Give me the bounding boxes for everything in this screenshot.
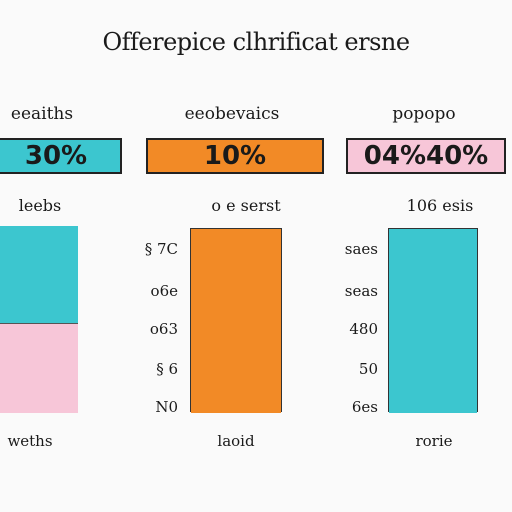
panel-2-tick-label: o63 [149, 320, 178, 338]
panel-3-bar-segment-1 [389, 229, 477, 413]
panel-1-bar [0, 226, 78, 413]
panel-3-bar [388, 228, 478, 413]
panel-2-sub-label: o e serst [211, 196, 281, 215]
panel-3-value-box: 04%40% [346, 138, 506, 174]
panel-1-bar-segment-2 [0, 322, 78, 413]
panel-2-tick-label: § 7C [144, 240, 178, 258]
panel-2-value: 10% [203, 141, 267, 171]
panel-2-footer: laoid [217, 432, 255, 450]
panel-2-bar-segment-1 [191, 229, 281, 413]
panel-3-tick-label: 50 [358, 360, 378, 378]
panel-2-bar [190, 228, 282, 413]
panel-1-value-box: 30% [0, 138, 122, 174]
panel-1-label: eeaiths [10, 104, 74, 124]
chart-title: Offerepice clhrificat ersne [102, 28, 410, 56]
panel-2-label: eeobevaics [184, 104, 280, 124]
panel-1-bar-segment-1 [0, 226, 78, 323]
panel-2-tick-label: o6e [150, 282, 178, 300]
panel-3-sub-label: 106 esis [406, 196, 474, 215]
panel-3-tick-label: 6es [351, 398, 378, 416]
panel-3-label: popopo [392, 104, 456, 124]
panel-3-tick-label: saes [344, 240, 378, 258]
panel-3-tick-label: seas [344, 282, 378, 300]
panel-3-value: 04%40% [363, 141, 489, 171]
panel-3-tick-label: 480 [349, 320, 378, 338]
panel-3-footer: rorie [415, 432, 453, 450]
panel-2-tick-label: N0 [155, 398, 178, 416]
panel-2-tick-label: § 6 [156, 360, 178, 378]
panel-1-sub-label: leebs [18, 196, 62, 215]
panel-2-value-box: 10% [146, 138, 324, 174]
panel-1-footer: weths [7, 432, 53, 450]
panel-1-value: 30% [24, 141, 88, 171]
